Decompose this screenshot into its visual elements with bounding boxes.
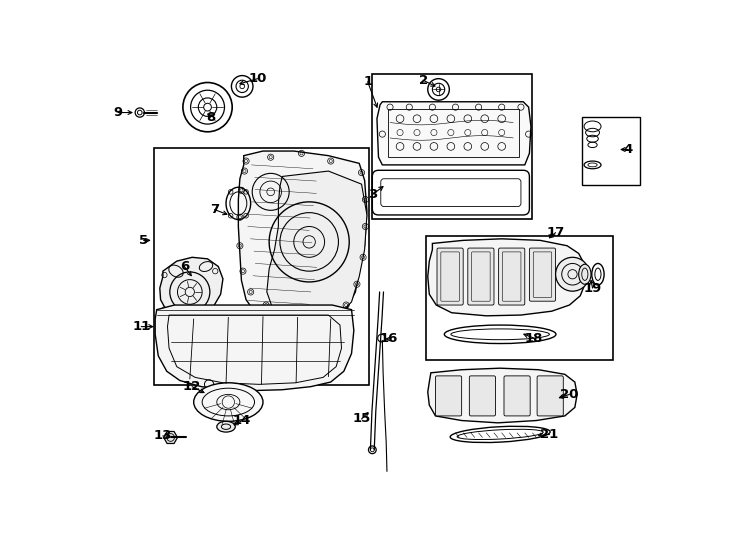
Polygon shape (155, 305, 354, 390)
FancyBboxPatch shape (504, 376, 530, 416)
Text: 7: 7 (210, 203, 219, 216)
Text: 19: 19 (584, 281, 602, 295)
Text: 18: 18 (525, 332, 543, 345)
FancyBboxPatch shape (498, 248, 525, 305)
Text: 14: 14 (233, 414, 251, 427)
Polygon shape (377, 102, 531, 165)
Ellipse shape (217, 421, 236, 432)
Circle shape (556, 257, 589, 291)
FancyBboxPatch shape (437, 248, 463, 305)
Text: 12: 12 (183, 380, 201, 393)
Text: 10: 10 (248, 72, 266, 85)
Text: 6: 6 (180, 260, 189, 273)
Bar (372, 74, 532, 219)
Ellipse shape (578, 264, 591, 284)
Text: 3: 3 (368, 188, 378, 201)
Text: 4: 4 (623, 143, 633, 156)
Text: 16: 16 (379, 333, 398, 346)
Bar (426, 236, 613, 361)
Text: 8: 8 (206, 111, 215, 124)
Polygon shape (428, 239, 585, 316)
FancyBboxPatch shape (469, 376, 495, 416)
Text: 20: 20 (560, 388, 578, 401)
Polygon shape (428, 368, 577, 423)
Ellipse shape (194, 383, 263, 421)
Bar (582, 117, 640, 185)
Polygon shape (164, 431, 178, 443)
Polygon shape (239, 151, 367, 327)
Polygon shape (160, 257, 223, 323)
Bar (388, 110, 519, 157)
FancyBboxPatch shape (435, 376, 462, 416)
Text: 2: 2 (418, 73, 428, 87)
Text: 1: 1 (363, 75, 372, 88)
Text: 21: 21 (540, 428, 559, 441)
Text: 11: 11 (132, 320, 150, 333)
Text: 13: 13 (153, 429, 172, 442)
Text: 17: 17 (546, 226, 564, 239)
Text: 9: 9 (114, 106, 123, 119)
Text: 15: 15 (352, 413, 371, 426)
FancyBboxPatch shape (529, 248, 556, 301)
Text: 5: 5 (139, 234, 148, 247)
Bar (153, 148, 369, 385)
FancyBboxPatch shape (468, 248, 494, 305)
Polygon shape (267, 171, 367, 323)
FancyBboxPatch shape (537, 376, 563, 416)
